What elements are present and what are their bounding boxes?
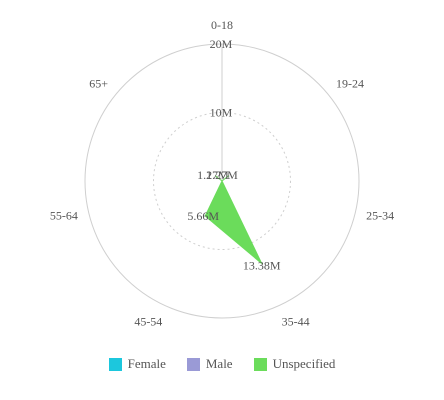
category-label: 0-18 [211,18,233,32]
radial-tick-label: 20M [210,37,233,51]
data-label-unspecified: 1.27M [197,168,229,182]
legend-swatch-female [108,357,122,371]
series-area-unspecified[interactable] [204,175,263,264]
radial-tick-label: 10M [210,106,233,120]
data-label-unspecified: 5.66M [187,209,219,223]
inner-gridline [153,112,291,250]
category-label: 25-34 [366,209,394,223]
category-label: 45-54 [134,315,162,329]
legend-item-male[interactable]: Male [186,356,233,372]
data-label-unspecified: 13.38M [243,259,281,273]
legend-label-unspecified: Unspecified [272,356,336,371]
legend-swatch-unspecified [253,357,267,371]
radar-chart: 10M 20M 0-18 19-24 25-34 35-44 45-54 55-64 65+ 1.… [50,18,394,329]
legend: Female Male Unspecified [0,356,444,372]
data-label-unspecified: 1.27M [206,168,238,182]
category-label: 65+ [89,77,108,91]
category-label: 55-64 [50,209,78,223]
legend-label-female: Female [127,356,166,371]
legend-item-unspecified[interactable]: Unspecified [253,356,336,372]
legend-label-male: Male [205,356,233,371]
category-label: 19-24 [336,77,364,91]
category-label: 35-44 [282,315,310,329]
legend-swatch-male [186,357,200,371]
legend-item-female[interactable]: Female [108,356,166,372]
